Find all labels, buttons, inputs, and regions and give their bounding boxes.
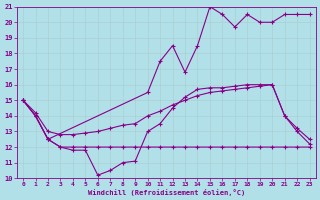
X-axis label: Windchill (Refroidissement éolien,°C): Windchill (Refroidissement éolien,°C) — [88, 189, 245, 196]
